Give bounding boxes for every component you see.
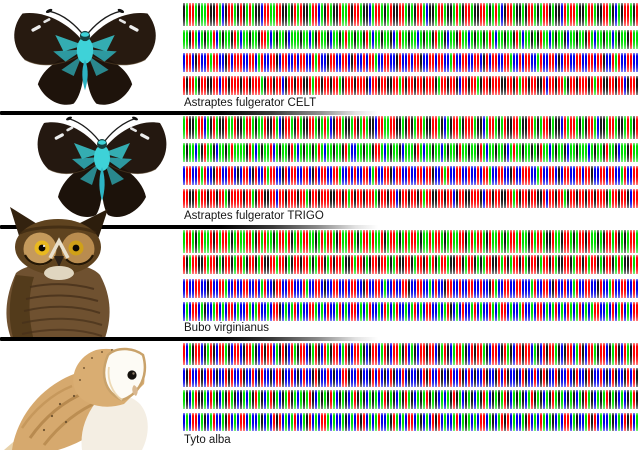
- barcode-row: [183, 279, 639, 298]
- barcode-row: [183, 3, 639, 26]
- barcode-row: [183, 390, 639, 409]
- barcode-row: [183, 143, 639, 162]
- barcode-row: [183, 166, 639, 185]
- separator-line: [0, 225, 378, 229]
- barcode-row: [183, 230, 639, 253]
- separator-line: [0, 111, 378, 115]
- section-label: Tyto alba: [184, 434, 231, 446]
- astraptes-fulgerator-celt-specimen-photo: [14, 8, 156, 105]
- barcode-row: [183, 413, 639, 431]
- barcode-row: [183, 343, 639, 365]
- bubo-virginianus-great-horned-owl-photo: [6, 207, 110, 341]
- astraptes-fulgerator-trigo-specimen-photo: [37, 116, 167, 217]
- section-label: Bubo virginianus: [184, 322, 270, 334]
- barcode-row: [183, 76, 639, 95]
- barcode-row: [183, 53, 639, 72]
- barcode-row: [183, 189, 639, 208]
- barcode-row: [183, 302, 639, 321]
- section-label: Astraptes fulgerator CELT: [184, 97, 317, 109]
- barcode-row: [183, 255, 639, 274]
- section-label: Astraptes fulgerator TRIGO: [184, 210, 324, 222]
- barcode-row: [183, 368, 639, 387]
- barcode-row: [183, 116, 639, 139]
- separator-line: [0, 337, 378, 341]
- barcode-row: [183, 30, 639, 49]
- tyto-alba-barn-owl-photo: [4, 347, 148, 450]
